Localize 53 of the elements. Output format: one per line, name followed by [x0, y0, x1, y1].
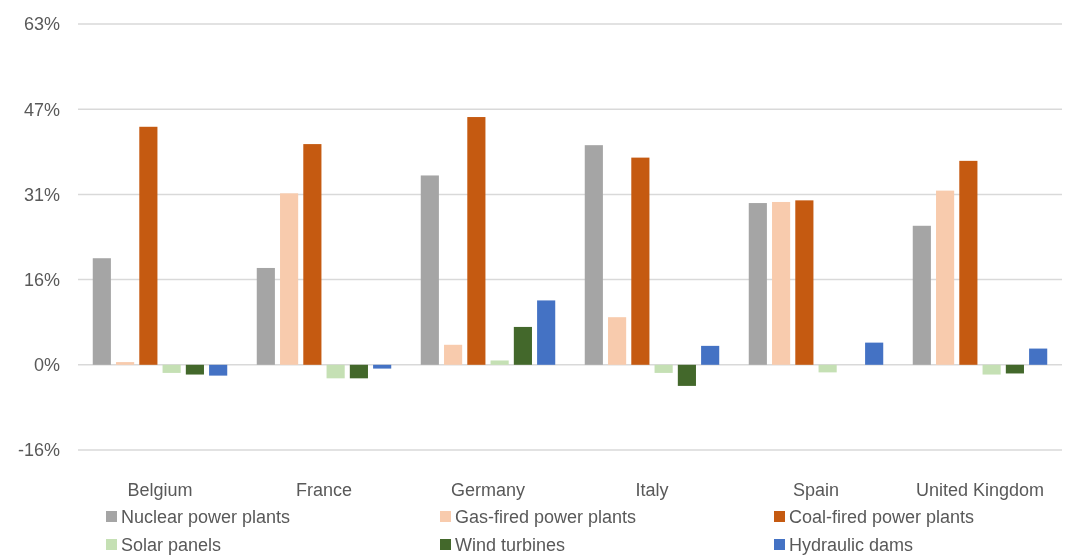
- bar: [818, 364, 837, 373]
- y-tick-label: 63%: [23, 14, 60, 35]
- bar: [92, 258, 111, 365]
- x-tick-label: Spain: [792, 480, 840, 500]
- bar: [513, 326, 532, 365]
- x-tick-label: United Kingdom: [915, 480, 1045, 500]
- y-tick-label: 0%: [33, 355, 60, 376]
- bar: [608, 317, 627, 365]
- bar: [162, 364, 181, 373]
- bar: [865, 342, 884, 365]
- bar: [631, 157, 650, 365]
- bar: [326, 364, 345, 379]
- bar: [303, 144, 322, 365]
- bar: [280, 193, 299, 365]
- bar: [185, 364, 204, 375]
- bar: [654, 364, 673, 373]
- y-tick-label: 31%: [23, 184, 60, 205]
- bar: [256, 267, 275, 365]
- bar: [467, 117, 486, 365]
- bar: [373, 364, 392, 369]
- bar: [912, 225, 931, 365]
- bar: [537, 300, 556, 365]
- bar: [420, 175, 439, 365]
- legend-label: Nuclear power plants: [121, 507, 291, 528]
- bar: [490, 360, 509, 365]
- bar: [139, 126, 158, 365]
- bar: [959, 160, 978, 365]
- bar: [209, 364, 228, 376]
- y-tick-label: 16%: [23, 269, 60, 290]
- x-tick-label: Belgium: [127, 480, 193, 500]
- x-tick-label: Germany: [450, 480, 526, 500]
- bar: [677, 364, 696, 386]
- bar: [936, 190, 955, 365]
- legend-label: Hydraulic dams: [789, 535, 914, 556]
- legend-label: Gas-fired power plants: [455, 507, 637, 528]
- bar: [701, 345, 720, 365]
- bar: [584, 145, 603, 365]
- bar: [795, 200, 814, 365]
- y-tick-label: 47%: [23, 99, 60, 120]
- x-tick-label: France: [295, 480, 353, 500]
- legend-label: Solar panels: [121, 535, 222, 556]
- bar: [1029, 348, 1048, 365]
- x-tick-label: Italy: [635, 480, 669, 500]
- legend-label: Coal-fired power plants: [789, 507, 975, 528]
- legend-label: Wind turbines: [455, 535, 566, 556]
- bar: [772, 201, 791, 365]
- bar: [116, 362, 135, 365]
- bar: [982, 364, 1001, 375]
- bar: [748, 203, 767, 365]
- bar: [1005, 364, 1024, 374]
- bar: [349, 364, 368, 379]
- bar: [444, 344, 463, 365]
- y-tick-label: -16%: [17, 440, 60, 461]
